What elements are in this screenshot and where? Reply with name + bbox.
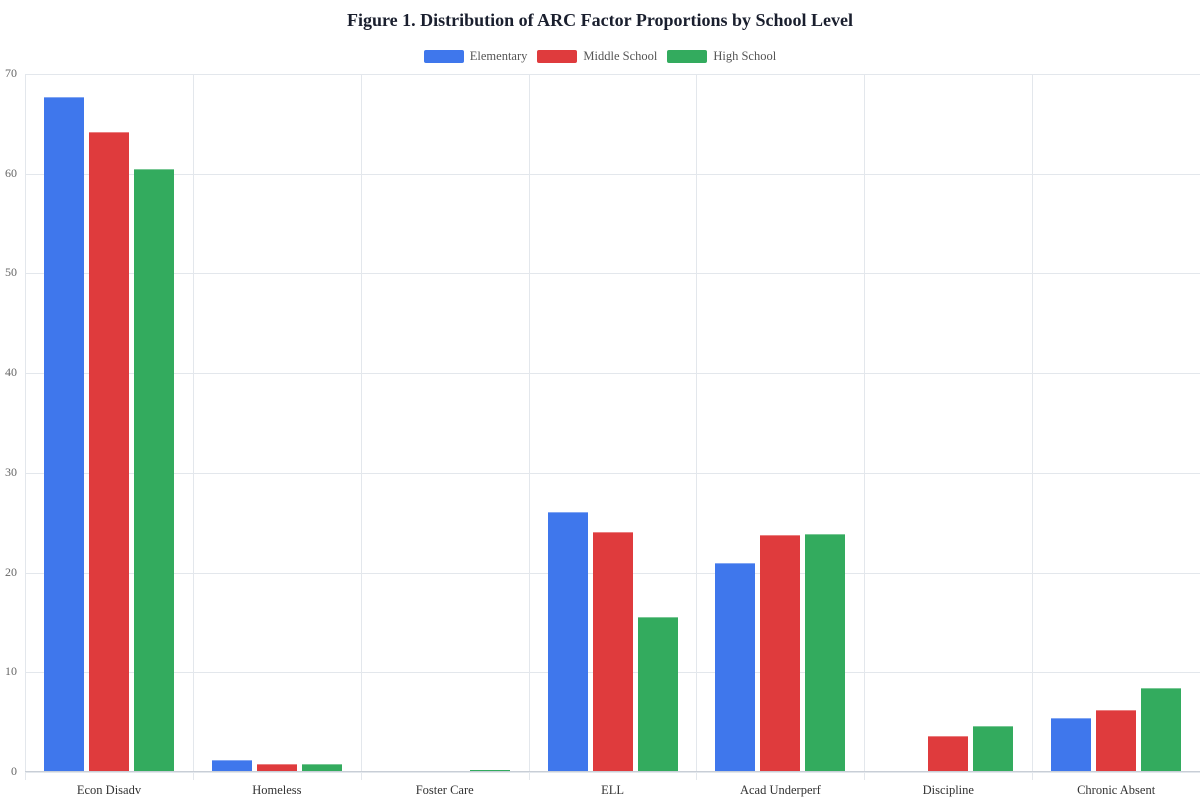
x-tick-label: Econ Disadv [76,783,142,797]
bar-elementary[interactable] [43,96,84,772]
bar-high-school[interactable] [301,764,342,772]
bar-high-school[interactable] [469,770,510,772]
legend-item-middle-school[interactable]: Middle School [537,49,657,64]
y-tick-label: 40 [5,365,17,380]
x-tick-label: Chronic Absent [1077,783,1156,797]
x-tick-label: Acad Underperf [739,783,821,797]
bar-high-school[interactable] [973,726,1014,772]
chart-title: Figure 1. Distribution of ARC Factor Pro… [347,10,853,30]
legend-swatch-high-school [667,50,708,63]
gridline-vertical [192,74,194,780]
bar-elementary[interactable] [715,562,756,772]
bar-middle-school[interactable] [88,131,129,772]
legend-swatch-elementary [423,50,464,63]
gridline-vertical [696,74,698,780]
legend: Elementary Middle School High School [0,49,1200,64]
gridline-horizontal [25,373,1200,375]
gridline-vertical [864,74,866,780]
y-tick-label: 10 [5,664,17,679]
x-tick-label: Discipline [922,783,974,797]
gridline-horizontal [25,772,1200,773]
x-tick-label: ELL [601,783,625,797]
bar-middle-school[interactable] [760,534,801,772]
bar-middle-school[interactable] [1096,710,1137,772]
bar-high-school[interactable] [637,617,678,772]
y-tick-label: 60 [5,165,17,180]
gridline-horizontal [25,173,1200,175]
gridline-horizontal [25,273,1200,275]
gridline-vertical [360,74,362,780]
bar-high-school[interactable] [805,533,846,772]
gridline-vertical [25,74,26,780]
legend-label: High School [713,49,777,63]
legend-label: Elementary [469,49,528,63]
legend-label: Middle School [583,49,658,63]
bar-high-school[interactable] [133,168,174,772]
legend-item-high-school[interactable]: High School [667,49,776,64]
legend-swatch-middle-school [537,50,578,63]
y-tick-label: 30 [5,464,17,479]
x-axis-line [25,771,1200,772]
gridline-vertical [1032,74,1034,780]
bar-elementary[interactable] [211,760,252,772]
bar-elementary[interactable] [1051,718,1092,772]
gridline-horizontal [25,74,1200,75]
plot-area [25,74,1200,780]
x-tick-label: Homeless [252,783,302,797]
y-tick-label: 20 [5,564,17,579]
bar-elementary[interactable] [547,511,588,772]
bar-middle-school[interactable] [256,764,297,772]
gridline-horizontal [25,472,1200,474]
y-tick-label: 50 [5,265,17,280]
legend-item-elementary[interactable]: Elementary [423,49,528,64]
x-tick-label: Foster Care [415,783,474,797]
bar-middle-school[interactable] [928,736,969,772]
gridline-vertical [528,74,530,780]
y-tick-label: 70 [5,66,17,80]
bar-high-school[interactable] [1141,688,1182,772]
y-tick-label: 0 [11,764,17,778]
bar-middle-school[interactable] [592,531,633,772]
